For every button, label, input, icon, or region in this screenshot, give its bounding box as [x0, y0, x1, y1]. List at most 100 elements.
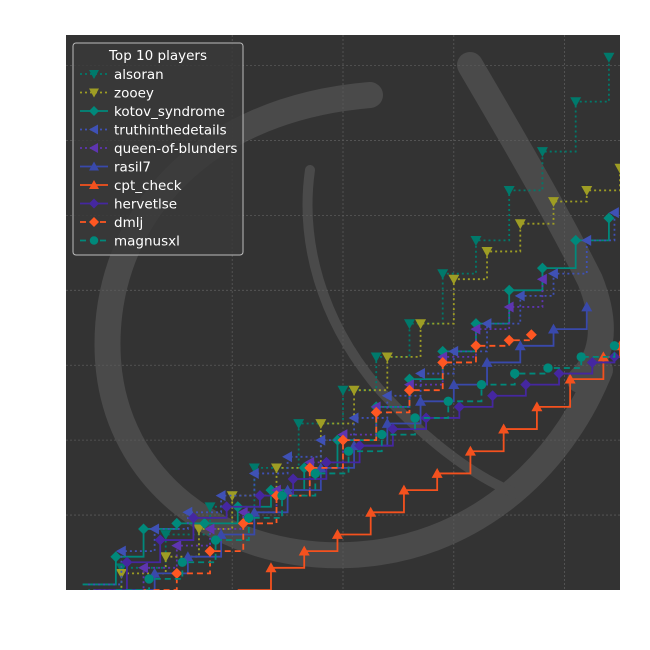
point-cpt_check-3	[331, 529, 343, 539]
point-dmlj-2	[204, 545, 216, 557]
legend-label: hervetlse	[114, 197, 177, 213]
legend-label: kotov_syndrome	[114, 104, 225, 120]
point-zooey-11	[481, 247, 493, 257]
legend-item-dmlj: dmlj	[80, 215, 143, 231]
point-zooey-13	[548, 197, 560, 207]
point-queen-of-blunders-3	[204, 523, 215, 535]
point-magnusxl-12	[510, 368, 520, 379]
point-hervetlse-8	[354, 440, 366, 452]
legend-label: rasil7	[114, 160, 151, 176]
point-kotov_syndrome-2	[138, 523, 150, 535]
point-truthinthedetails-15	[581, 234, 592, 246]
point-dmlj-11	[503, 334, 515, 346]
point-hervetlse-1	[121, 556, 133, 568]
legend-swatch-marker	[89, 217, 99, 227]
legend-item-rasil7: rasil7	[80, 160, 151, 176]
legend-swatch-marker	[89, 236, 99, 245]
legend-items: alsoran zooey kotov_syndrome truthinthedeta…	[80, 67, 237, 250]
point-zooey-5	[271, 463, 283, 474]
point-truthinthedetails-13	[514, 290, 525, 302]
series-zooey	[93, 163, 620, 590]
point-magnusxl-9	[410, 413, 420, 423]
point-cpt_check-2	[298, 545, 310, 556]
point-magnusxl-10	[443, 396, 453, 406]
point-alsoran-8	[403, 319, 415, 330]
point-zooey-9	[415, 319, 427, 330]
legend-swatch-marker	[89, 198, 99, 209]
point-queen-of-blunders-2	[171, 540, 182, 552]
point-truthinthedetails-5	[248, 467, 259, 479]
point-magnusxl-5	[277, 490, 287, 501]
point-dmlj-8	[403, 384, 415, 396]
point-zooey-14	[581, 186, 593, 196]
point-hervetlse-15	[586, 356, 598, 368]
point-magnusxl-6	[310, 468, 320, 479]
point-dmlj-9	[437, 356, 449, 368]
point-kotov_syndrome-3	[171, 517, 183, 529]
point-rasil7-8	[381, 418, 393, 428]
point-hervetlse-12	[487, 390, 499, 402]
point-hervetlse-2	[154, 534, 166, 546]
point-hervetlse-4	[221, 501, 233, 513]
point-dmlj-12	[525, 329, 537, 341]
point-zooey-6	[315, 419, 327, 429]
point-magnusxl-14	[576, 352, 586, 362]
point-alsoran-6	[337, 385, 349, 396]
legend-item-cpt_check: cpt_check	[80, 178, 182, 194]
point-cpt_check-6	[431, 467, 443, 478]
point-magnusxl-4	[244, 513, 254, 523]
point-dmlj-1	[171, 567, 183, 579]
point-zooey-1	[115, 568, 127, 579]
legend-label: alsoran	[114, 67, 164, 83]
point-cpt_check-5	[398, 484, 410, 495]
point-zooey-4	[226, 491, 238, 502]
point-truthinthedetails-7	[315, 434, 326, 446]
legend-item-magnusxl: magnusxl	[80, 234, 180, 250]
legend-item-alsoran: alsoran	[80, 67, 164, 83]
point-magnusxl-8	[377, 429, 387, 440]
series-truthinthedetails	[88, 207, 619, 586]
point-alsoran-5	[293, 419, 305, 429]
point-magnusxl-1	[144, 574, 154, 584]
point-kotov_syndrome-4	[199, 517, 210, 529]
point-zooey-12	[514, 219, 526, 230]
point-magnusxl-15	[609, 341, 620, 351]
series-layer	[82, 52, 620, 590]
point-queen-of-blunders-1	[138, 562, 148, 574]
legend-item-queen-of-blunders: queen-of-blunders	[80, 141, 237, 157]
series-dmlj	[143, 329, 537, 590]
point-rasil7-9	[415, 395, 427, 406]
series-line-truthinthedetails	[88, 212, 616, 586]
point-truthinthedetails-1	[115, 545, 126, 557]
point-cpt_check-9	[531, 401, 543, 412]
point-hervetlse-11	[453, 401, 465, 413]
point-alsoran-13	[570, 97, 582, 108]
point-magnusxl-2	[177, 557, 188, 567]
point-kotov_syndrome-15	[570, 234, 582, 246]
point-alsoran-14	[603, 52, 615, 63]
legend-swatch-marker	[89, 180, 99, 189]
point-hervetlse-14	[553, 368, 565, 380]
point-zooey-3	[193, 524, 205, 535]
series-line-magnusxl	[115, 345, 616, 590]
legend-box	[72, 42, 244, 256]
point-hervetlse-5	[254, 490, 266, 502]
point-truthinthedetails-10	[415, 368, 425, 380]
legend-swatch-marker	[89, 88, 99, 98]
point-alsoran-10	[470, 235, 482, 246]
point-rasil7-14	[581, 301, 593, 312]
series-magnusxl	[115, 341, 620, 590]
point-cpt_check-10	[564, 373, 576, 384]
point-rasil7-13	[548, 323, 560, 334]
point-zooey-8	[381, 352, 393, 363]
legend-label: cpt_check	[114, 178, 182, 194]
point-alsoran-1	[115, 563, 127, 574]
point-cpt_check-4	[365, 506, 377, 517]
point-rasil7-11	[481, 356, 493, 367]
point-queen-of-blunders-11	[470, 323, 481, 335]
legend-swatch-marker	[89, 143, 98, 153]
point-magnusxl-3	[210, 535, 221, 545]
point-magnusxl-13	[543, 363, 553, 373]
point-queen-of-blunders-13	[536, 273, 547, 285]
legend-item-kotov_syndrome: kotov_syndrome	[80, 104, 225, 120]
